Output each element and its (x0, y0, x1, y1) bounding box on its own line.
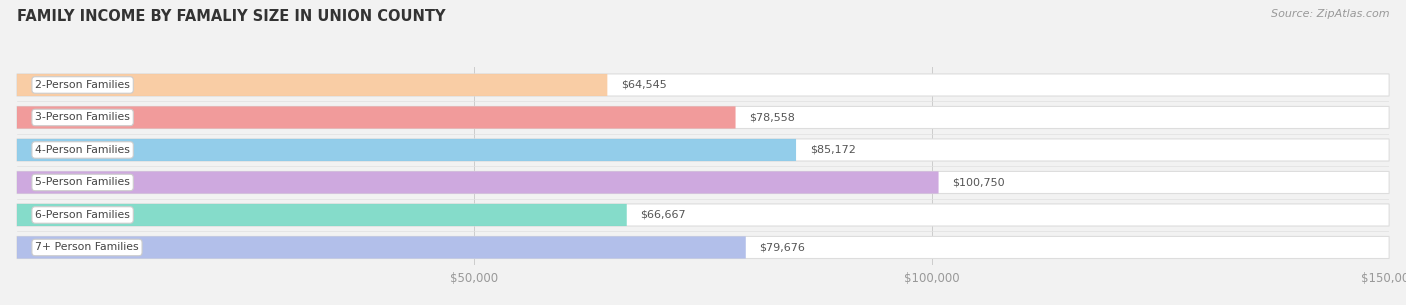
FancyBboxPatch shape (17, 236, 745, 259)
Text: FAMILY INCOME BY FAMALIY SIZE IN UNION COUNTY: FAMILY INCOME BY FAMALIY SIZE IN UNION C… (17, 9, 446, 24)
Text: 3-Person Families: 3-Person Families (35, 113, 129, 123)
FancyBboxPatch shape (17, 74, 607, 96)
Text: $66,667: $66,667 (641, 210, 686, 220)
FancyBboxPatch shape (17, 204, 627, 226)
Text: $64,545: $64,545 (621, 80, 666, 90)
Text: $79,676: $79,676 (759, 242, 806, 253)
FancyBboxPatch shape (17, 106, 735, 128)
Text: 2-Person Families: 2-Person Families (35, 80, 129, 90)
FancyBboxPatch shape (17, 236, 1389, 259)
FancyBboxPatch shape (17, 171, 939, 194)
Text: Source: ZipAtlas.com: Source: ZipAtlas.com (1271, 9, 1389, 19)
Text: 6-Person Families: 6-Person Families (35, 210, 129, 220)
FancyBboxPatch shape (17, 139, 1389, 161)
Text: $78,558: $78,558 (749, 113, 796, 123)
FancyBboxPatch shape (17, 139, 796, 161)
Text: 4-Person Families: 4-Person Families (35, 145, 129, 155)
FancyBboxPatch shape (17, 74, 1389, 96)
Text: 5-Person Families: 5-Person Families (35, 178, 129, 188)
Text: $100,750: $100,750 (952, 178, 1005, 188)
Text: $85,172: $85,172 (810, 145, 856, 155)
FancyBboxPatch shape (17, 204, 1389, 226)
Text: 7+ Person Families: 7+ Person Families (35, 242, 139, 253)
FancyBboxPatch shape (17, 106, 1389, 128)
FancyBboxPatch shape (17, 171, 1389, 194)
